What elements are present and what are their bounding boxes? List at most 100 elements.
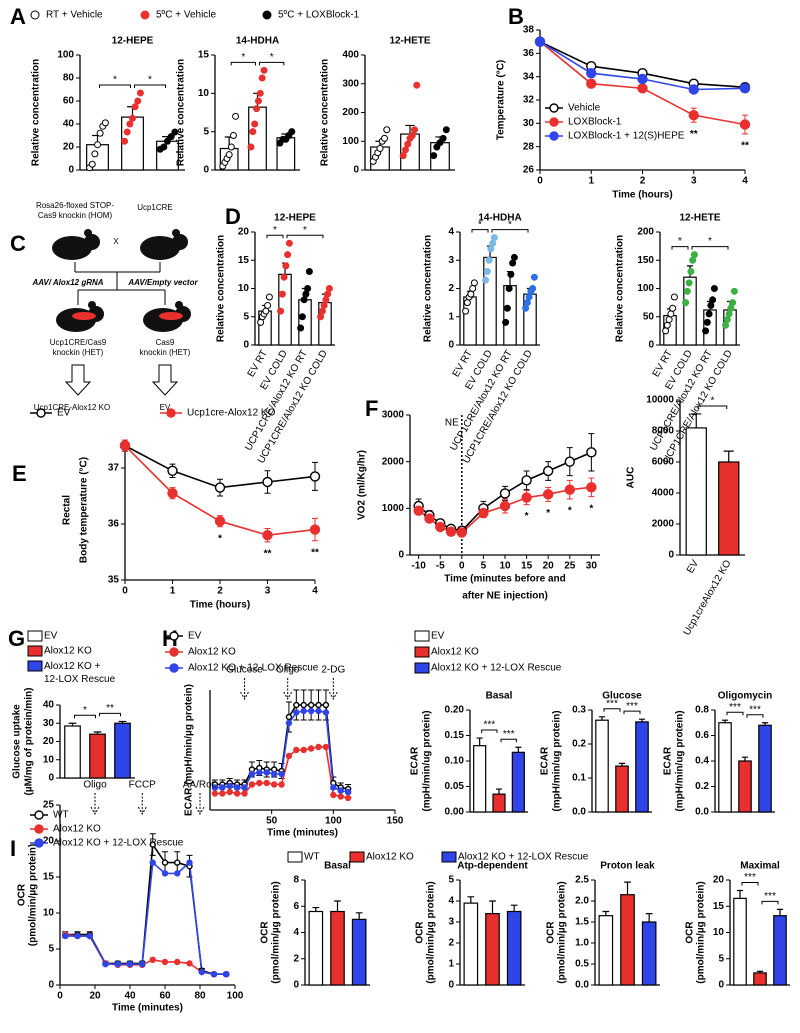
data-point [729,299,737,307]
y-tick-label: 50 [643,311,655,322]
y-tick-label: 1 [448,959,454,970]
data-point [344,794,352,802]
significance-bracket [746,714,764,718]
data-point [670,293,678,301]
significance-bracket [500,738,517,743]
bar [683,276,697,346]
data-point [131,103,139,111]
y-tick-label: 4 [293,927,299,938]
significance-label: ** [106,703,114,714]
data-point [307,745,315,752]
data-point [126,120,134,128]
y-tick-label: 20 [713,875,725,886]
x-axis-label: Time (minutes) [267,828,338,839]
y-axis-label: (pmol/min/µg protein) [696,881,707,983]
bar [620,894,635,986]
data-point [542,489,554,500]
bar [641,921,657,986]
data-point [490,234,498,242]
panel-label: G [8,626,25,651]
bar [473,745,487,813]
data-point [129,114,136,122]
event-arrow [137,793,147,816]
y-tick-label: 36 [108,519,120,530]
series-line [65,860,227,975]
y-tick-label: 10000 [646,395,674,406]
error-bar [618,762,626,767]
error-bar [598,716,606,721]
data-point [167,488,178,499]
event-arrow [283,678,293,701]
diagram-text: EV [160,403,171,412]
error-bar [118,720,127,724]
y-tick-label: 32 [523,95,535,106]
bar [330,910,345,986]
error-bar [334,900,341,912]
y-axis-label: OCR [685,921,696,944]
data-point [174,859,181,866]
y-tick-label: 4 [448,227,454,238]
y-tick-label: 3 [448,255,454,266]
data-point [337,787,344,794]
chart-title: 12-HEPE [112,36,154,47]
data-point [74,932,81,940]
x-tick-label: -10 [411,561,426,572]
data-point [315,743,322,751]
data-point [284,251,292,259]
data-point [164,137,171,145]
significance-label: * [113,75,117,86]
data-point [254,97,262,105]
y-tick-label: 0 [243,340,249,351]
x-tick-label: 4 [312,586,318,597]
significance-label: *** [483,720,495,731]
y-tick-label: 30 [43,718,55,729]
data-point [688,84,699,95]
error-bar [624,881,631,895]
x-tick-label: 100 [325,816,342,827]
legend-label: RT + Vehicle [46,10,103,21]
event-label: NE [445,418,459,429]
y-axis-label: (pmol/min/µg protein) [426,881,437,983]
data-point [709,296,717,304]
y-axis-label: (pmol/min/µg protein) [557,881,568,983]
data-point [174,870,181,877]
legend-marker [262,10,272,20]
data-point [257,318,265,326]
data-point [248,770,256,778]
data-point [149,859,156,866]
chart-title: 12-HEPE [274,213,316,224]
data-point [293,701,300,709]
significance-bracket [697,405,728,409]
data-point [262,476,273,488]
y-tick-label: 15 [713,901,725,912]
legend-marker [30,10,40,20]
data-point [214,516,226,527]
data-point [478,507,489,519]
data-point [305,268,313,276]
significance-bracket [603,708,621,712]
y-axis-label: Relative concentration [423,235,434,342]
y-tick-label: 10 [713,927,725,938]
data-point [309,524,321,535]
data-point [263,779,270,787]
data-point [241,784,248,791]
data-point [730,287,738,295]
x-tick-label: 10 [499,561,511,572]
significance-bracket [726,711,744,716]
significance-label: * [148,75,152,86]
significance-bracket [230,61,256,66]
y-tick-label: 0 [203,165,209,176]
data-point [210,971,218,978]
chart-title: 14-HDHA [236,36,279,47]
data-point [123,128,131,136]
data-point [690,251,698,259]
significance-bracket [481,729,498,734]
x-tick-label: 100 [227,991,244,1002]
data-point [114,960,121,968]
y-tick-label: 10 [43,908,55,919]
x-tick-label: 60 [159,991,171,1002]
data-point [467,290,475,298]
diagram-c: C [10,229,191,396]
y-tick-label: 2000 [652,519,675,530]
data-point [285,752,293,760]
